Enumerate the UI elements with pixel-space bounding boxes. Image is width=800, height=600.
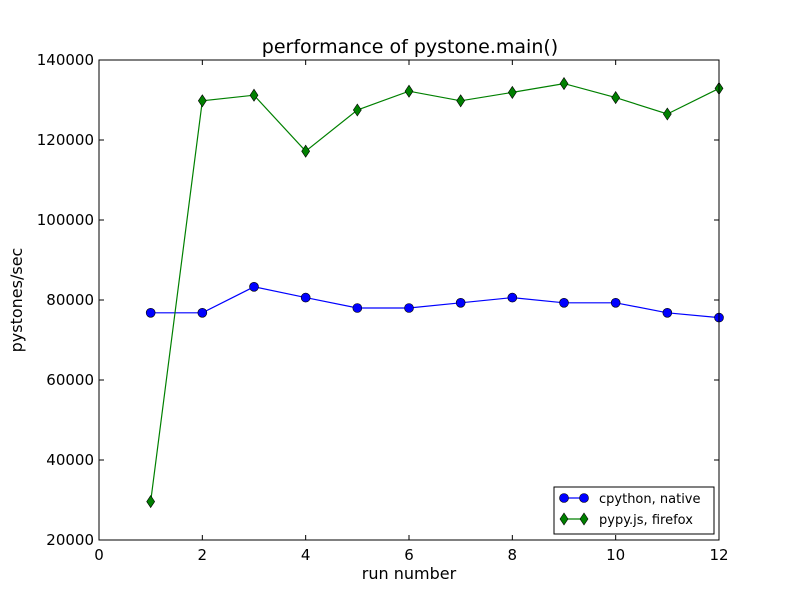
data-point	[610, 297, 621, 308]
series-line	[150, 82, 720, 502]
data-point	[249, 88, 259, 102]
y-axis-label: pystones/sec	[7, 248, 26, 353]
series-pypy-js-firefox	[146, 77, 724, 509]
legend-label: cpython, native	[599, 492, 701, 507]
legend-entry: pypy.js, firefox	[559, 512, 693, 528]
data-point	[611, 91, 621, 105]
data-point	[145, 307, 156, 318]
legend-marker	[579, 493, 589, 503]
data-point	[352, 103, 362, 117]
y-tick-label: 140000	[37, 51, 94, 69]
legend-label: pypy.js, firefox	[599, 513, 693, 528]
data-point	[197, 307, 208, 318]
x-tick-label: 4	[301, 546, 311, 564]
x-axis-label: run number	[362, 564, 457, 583]
chart-title: performance of pystone.main()	[262, 36, 558, 58]
series-cpython-native	[145, 281, 724, 323]
legend: cpython, native pypy.js, firefox	[553, 486, 715, 535]
data-point	[455, 297, 466, 308]
data-point	[404, 303, 414, 313]
data-point	[662, 107, 672, 121]
series-layer	[145, 77, 724, 509]
data-point	[249, 281, 259, 292]
data-point	[559, 297, 569, 308]
x-tick-label: 6	[404, 546, 414, 564]
y-tick-label: 60000	[46, 371, 94, 389]
data-point	[300, 292, 311, 303]
data-point	[404, 84, 414, 98]
data-point	[197, 94, 207, 108]
legend-entry: cpython, native	[559, 492, 701, 507]
data-point	[507, 292, 518, 303]
plot-frame	[98, 59, 720, 541]
x-tick-label: 0	[94, 546, 104, 564]
data-point	[146, 495, 156, 509]
y-tick-label: 40000	[46, 451, 94, 469]
series-line	[150, 286, 720, 319]
legend-marker	[559, 512, 569, 526]
data-point	[507, 85, 517, 99]
y-tick-label: 80000	[46, 291, 94, 309]
legend-marker	[579, 512, 589, 526]
y-tick-label: 20000	[46, 531, 94, 549]
x-tick-label: 8	[508, 546, 518, 564]
x-tick-label: 10	[606, 546, 625, 564]
data-point	[352, 303, 363, 313]
data-point	[662, 307, 673, 318]
data-point	[301, 144, 311, 158]
y-tick-label: 120000	[37, 131, 94, 149]
data-point	[456, 94, 466, 108]
x-tick-label: 2	[198, 546, 208, 564]
legend-marker	[559, 493, 569, 503]
data-point	[559, 77, 569, 91]
x-tick-label: 12	[709, 546, 728, 564]
y-tick-label: 100000	[37, 211, 94, 229]
